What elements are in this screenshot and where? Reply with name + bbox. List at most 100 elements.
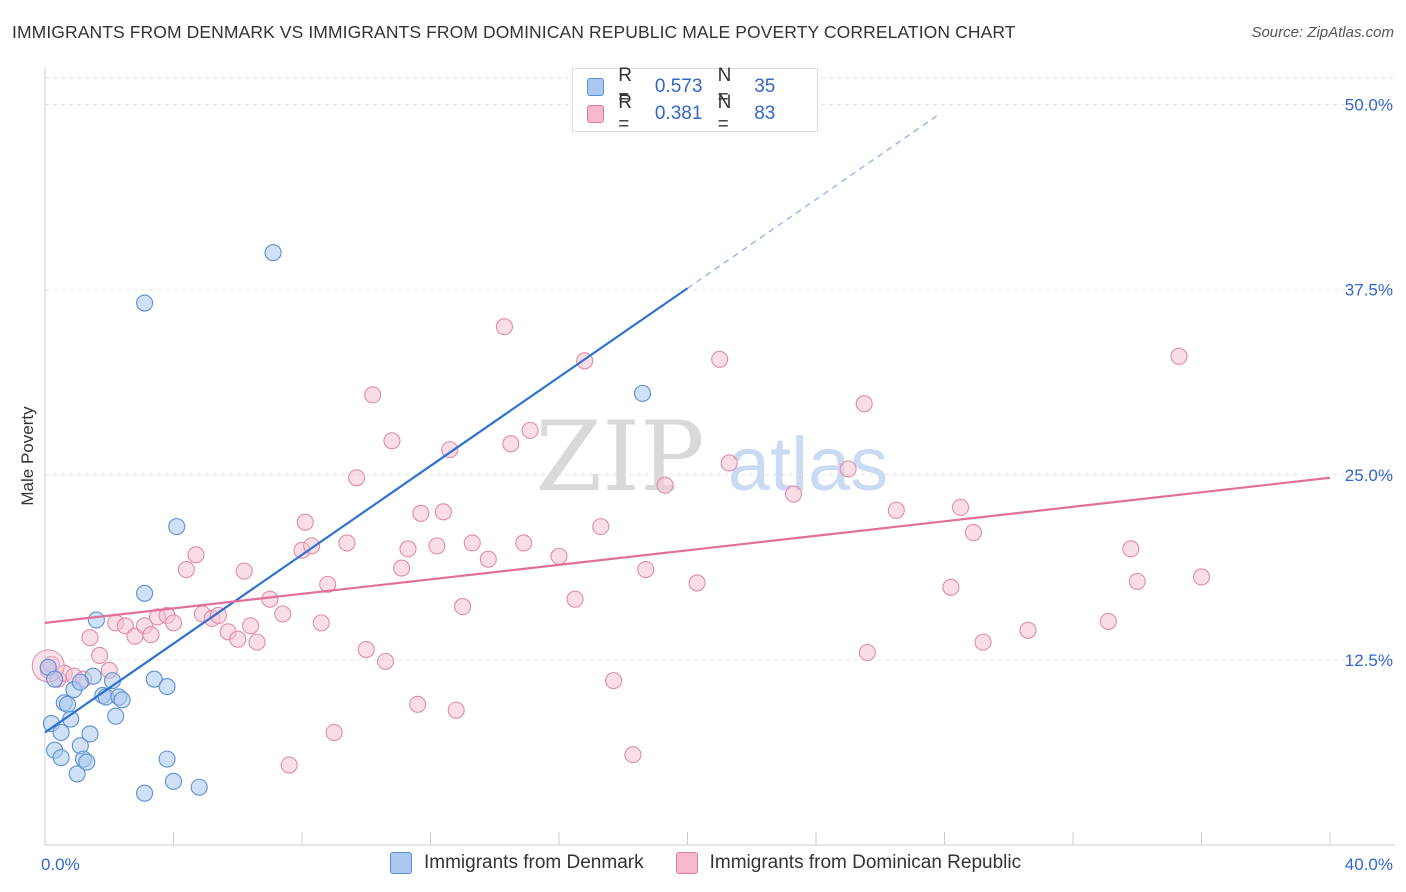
dominican-point bbox=[566, 590, 584, 608]
dominican-point bbox=[434, 503, 452, 521]
legend-row-dominican: R = 0.381 N = 83 bbox=[587, 92, 817, 135]
legend-n-value: 35 bbox=[754, 76, 776, 97]
watermark-zip: ZIP bbox=[535, 401, 704, 513]
dominican-point bbox=[974, 633, 992, 651]
denmark-point bbox=[190, 778, 208, 796]
denmark-point bbox=[113, 691, 131, 709]
dominican-point bbox=[964, 524, 982, 542]
y-tick-label: 12.5% bbox=[1345, 651, 1393, 670]
dominican-point bbox=[91, 646, 109, 665]
legend-r-label: R = bbox=[618, 92, 632, 135]
denmark-point bbox=[136, 784, 154, 802]
denmark-point bbox=[264, 244, 282, 262]
legend-n-value: 83 bbox=[754, 103, 776, 124]
dominican-point bbox=[1170, 347, 1188, 365]
dominican-point bbox=[1122, 540, 1140, 558]
legend-n-label: N = bbox=[717, 92, 732, 135]
denmark-point bbox=[68, 765, 86, 783]
dominican-point bbox=[887, 501, 905, 519]
dominican-point bbox=[209, 606, 228, 625]
watermark-atlas: atlas bbox=[728, 422, 889, 507]
dominican-point bbox=[376, 652, 395, 670]
dominican-point bbox=[1099, 612, 1117, 630]
dominican-point bbox=[177, 561, 195, 579]
dominican-point bbox=[393, 559, 411, 577]
dominican-point bbox=[164, 614, 183, 632]
denmark-point bbox=[107, 707, 125, 725]
dominican-point bbox=[454, 598, 472, 616]
denmark-point bbox=[87, 611, 105, 629]
dominican-point bbox=[399, 540, 417, 558]
dominican-point bbox=[463, 534, 481, 552]
denmark-trend-line bbox=[44, 287, 689, 734]
denmark-point bbox=[136, 584, 154, 602]
dominican-point bbox=[479, 550, 497, 568]
chart-title: IMMIGRANTS FROM DENMARK VS IMMIGRANTS FR… bbox=[12, 22, 1016, 42]
axes bbox=[44, 68, 1395, 846]
dominican-point bbox=[858, 643, 876, 662]
y-tick-label: 50.0% bbox=[1345, 96, 1393, 115]
dominican-point bbox=[325, 723, 343, 742]
dominican-point bbox=[605, 672, 623, 690]
dominican-point bbox=[319, 575, 337, 593]
dominican-point bbox=[550, 547, 568, 565]
series-legend-denmark: Immigrants from Denmark bbox=[390, 852, 644, 874]
dominican-point bbox=[242, 617, 260, 635]
dominican-point bbox=[502, 435, 520, 453]
denmark-point bbox=[145, 670, 163, 688]
denmark-point bbox=[164, 772, 183, 790]
dominican-point bbox=[711, 350, 729, 368]
dominican-point bbox=[364, 386, 382, 404]
dominican-point bbox=[1128, 572, 1146, 590]
trend-lines bbox=[44, 114, 1331, 734]
legend-r-value: 0.573 bbox=[654, 76, 703, 97]
series-legend: Immigrants from Denmark Immigrants from … bbox=[390, 852, 1053, 874]
dominican-point bbox=[296, 513, 314, 531]
legend-r-value: 0.381 bbox=[654, 103, 703, 124]
dominican-point bbox=[409, 695, 427, 713]
dominican-point bbox=[441, 441, 459, 459]
legend-swatch-blue bbox=[587, 78, 605, 96]
denmark-trend-extension bbox=[687, 114, 939, 289]
dominican-point bbox=[495, 318, 513, 336]
denmark-point bbox=[52, 749, 70, 767]
dominican-point bbox=[688, 574, 706, 592]
dominican-point bbox=[656, 476, 674, 494]
dominican-point bbox=[1192, 568, 1211, 586]
dominican-point bbox=[942, 578, 960, 596]
series-label-denmark: Immigrants from Denmark bbox=[424, 852, 644, 873]
series-legend-dominican: Immigrants from Dominican Republic bbox=[675, 852, 1022, 874]
dominican-point bbox=[338, 534, 356, 552]
dominican-point bbox=[515, 534, 533, 552]
legend-swatch-pink bbox=[587, 105, 605, 123]
dominican-point bbox=[81, 629, 99, 647]
dominican-point bbox=[383, 432, 401, 450]
dominican-point bbox=[1019, 621, 1037, 639]
denmark-point bbox=[78, 753, 96, 771]
legend-r-label: R = bbox=[618, 65, 632, 108]
denmark-point bbox=[52, 723, 70, 742]
dominican-point bbox=[447, 701, 465, 719]
series-swatch-blue bbox=[390, 852, 412, 874]
dominican-point bbox=[784, 485, 803, 503]
dominican-point bbox=[235, 562, 253, 580]
dominican-trend-line bbox=[44, 476, 1331, 624]
dominican-point bbox=[637, 561, 655, 579]
series-label-dominican: Immigrants from Dominican Republic bbox=[709, 852, 1022, 873]
series-swatch-pink bbox=[675, 852, 698, 874]
denmark-point bbox=[71, 673, 89, 691]
legend-n-label: N = bbox=[717, 65, 732, 108]
dominican-point bbox=[229, 630, 247, 648]
dominican-point bbox=[720, 454, 738, 472]
denmark-point bbox=[58, 695, 77, 713]
y-tick-label: 37.5% bbox=[1345, 281, 1393, 300]
dominican-point bbox=[952, 498, 970, 516]
dominican-point bbox=[357, 640, 375, 659]
denmark-point bbox=[46, 670, 64, 688]
denmark-point bbox=[168, 518, 186, 536]
correlation-legend: R = 0.573 N = 35 R = 0.381 N = 83 bbox=[572, 65, 818, 135]
dominican-point bbox=[428, 537, 446, 555]
dominican-point bbox=[412, 504, 430, 522]
dominican-point bbox=[855, 395, 873, 413]
